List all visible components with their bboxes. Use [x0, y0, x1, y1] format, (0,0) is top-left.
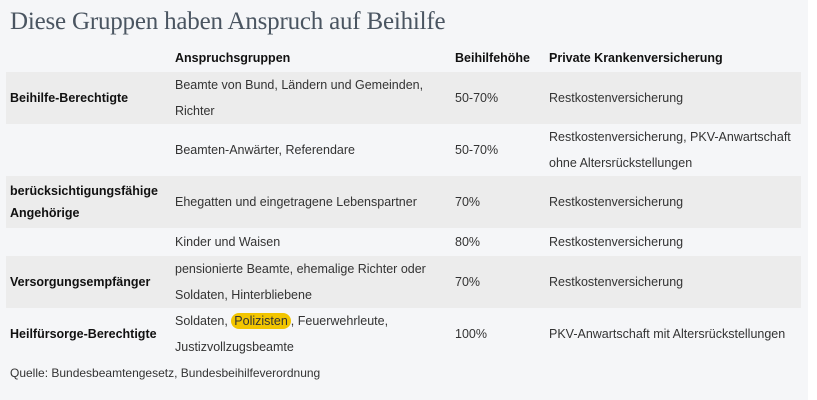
- table-row: Beamten-Anwärter, Referendare 50-70% Res…: [6, 124, 801, 176]
- row-members: pensionierte Beamte, ehemalige Richter o…: [175, 262, 426, 302]
- row-rate: 50-70%: [455, 143, 499, 157]
- row-members: Soldaten, Polizisten, Feuerwehrleute, Ju…: [171, 308, 451, 360]
- row-group: Versorgungsempfänger: [10, 275, 151, 289]
- row-pkv: Restkostenversicherung: [549, 275, 684, 289]
- row-pkv: Restkostenversicherung, PKV-Anwartschaft…: [549, 130, 791, 170]
- table-row: Heilfürsorge-Berechtigte Soldaten, Poliz…: [6, 308, 801, 360]
- row-rate: 80%: [455, 235, 481, 249]
- row-pkv: PKV-Anwartschaft mit Altersrückstellunge…: [549, 327, 786, 341]
- row-group: Heilfürsorge-Berechtigte: [10, 327, 157, 341]
- row-group: [6, 124, 171, 176]
- source-note: Quelle: Bundesbeamtengesetz, Bundesbeihi…: [10, 366, 321, 380]
- section-title: Diese Gruppen haben Anspruch auf Beihilf…: [10, 8, 446, 35]
- row-members: Beamten-Anwärter, Referendare: [175, 143, 355, 157]
- row-group: [6, 228, 171, 256]
- row-pkv: Restkostenversicherung: [549, 235, 684, 249]
- row-pkv: Restkostenversicherung: [549, 91, 684, 105]
- row-members: Beamte von Bund, Ländern und Gemeinden, …: [175, 78, 424, 118]
- table-row: Versorgungsempfänger pensionierte Beamte…: [6, 256, 801, 308]
- highlighted-text: Polizisten: [231, 313, 291, 329]
- row-members: Ehegatten und eingetragene Lebenspartner: [175, 195, 417, 209]
- row-rate: 70%: [455, 195, 481, 209]
- row-members: Kinder und Waisen: [175, 235, 281, 249]
- table-row: Beihilfe-Berechtigte Beamte von Bund, Lä…: [6, 72, 801, 124]
- header-groups: Anspruchsgruppen: [175, 51, 291, 65]
- row-group: Beihilfe-Berechtigte: [10, 91, 129, 105]
- members-pre: Soldaten,: [175, 314, 232, 328]
- header-pkv: Private Krankenversicherung: [549, 51, 723, 65]
- beihilfe-table: Anspruchsgruppen Beihilfehöhe Private Kr…: [6, 46, 801, 360]
- row-rate: 100%: [455, 327, 487, 341]
- table-row: Kinder und Waisen 80% Restkostenversiche…: [6, 228, 801, 256]
- row-pkv: Restkostenversicherung: [549, 195, 684, 209]
- header-empty: [6, 46, 171, 72]
- row-group: berücksichtigungsfähige Angehörige: [10, 184, 158, 220]
- table-row: berücksichtigungsfähige Angehörige Ehega…: [6, 176, 801, 228]
- row-rate: 50-70%: [455, 91, 499, 105]
- row-rate: 70%: [455, 275, 481, 289]
- table-header: Anspruchsgruppen Beihilfehöhe Private Kr…: [6, 46, 801, 72]
- members-post: , Feuerwehrleute, Justizvollzugsbeamte: [175, 314, 389, 354]
- header-rate: Beihilfehöhe: [455, 51, 531, 65]
